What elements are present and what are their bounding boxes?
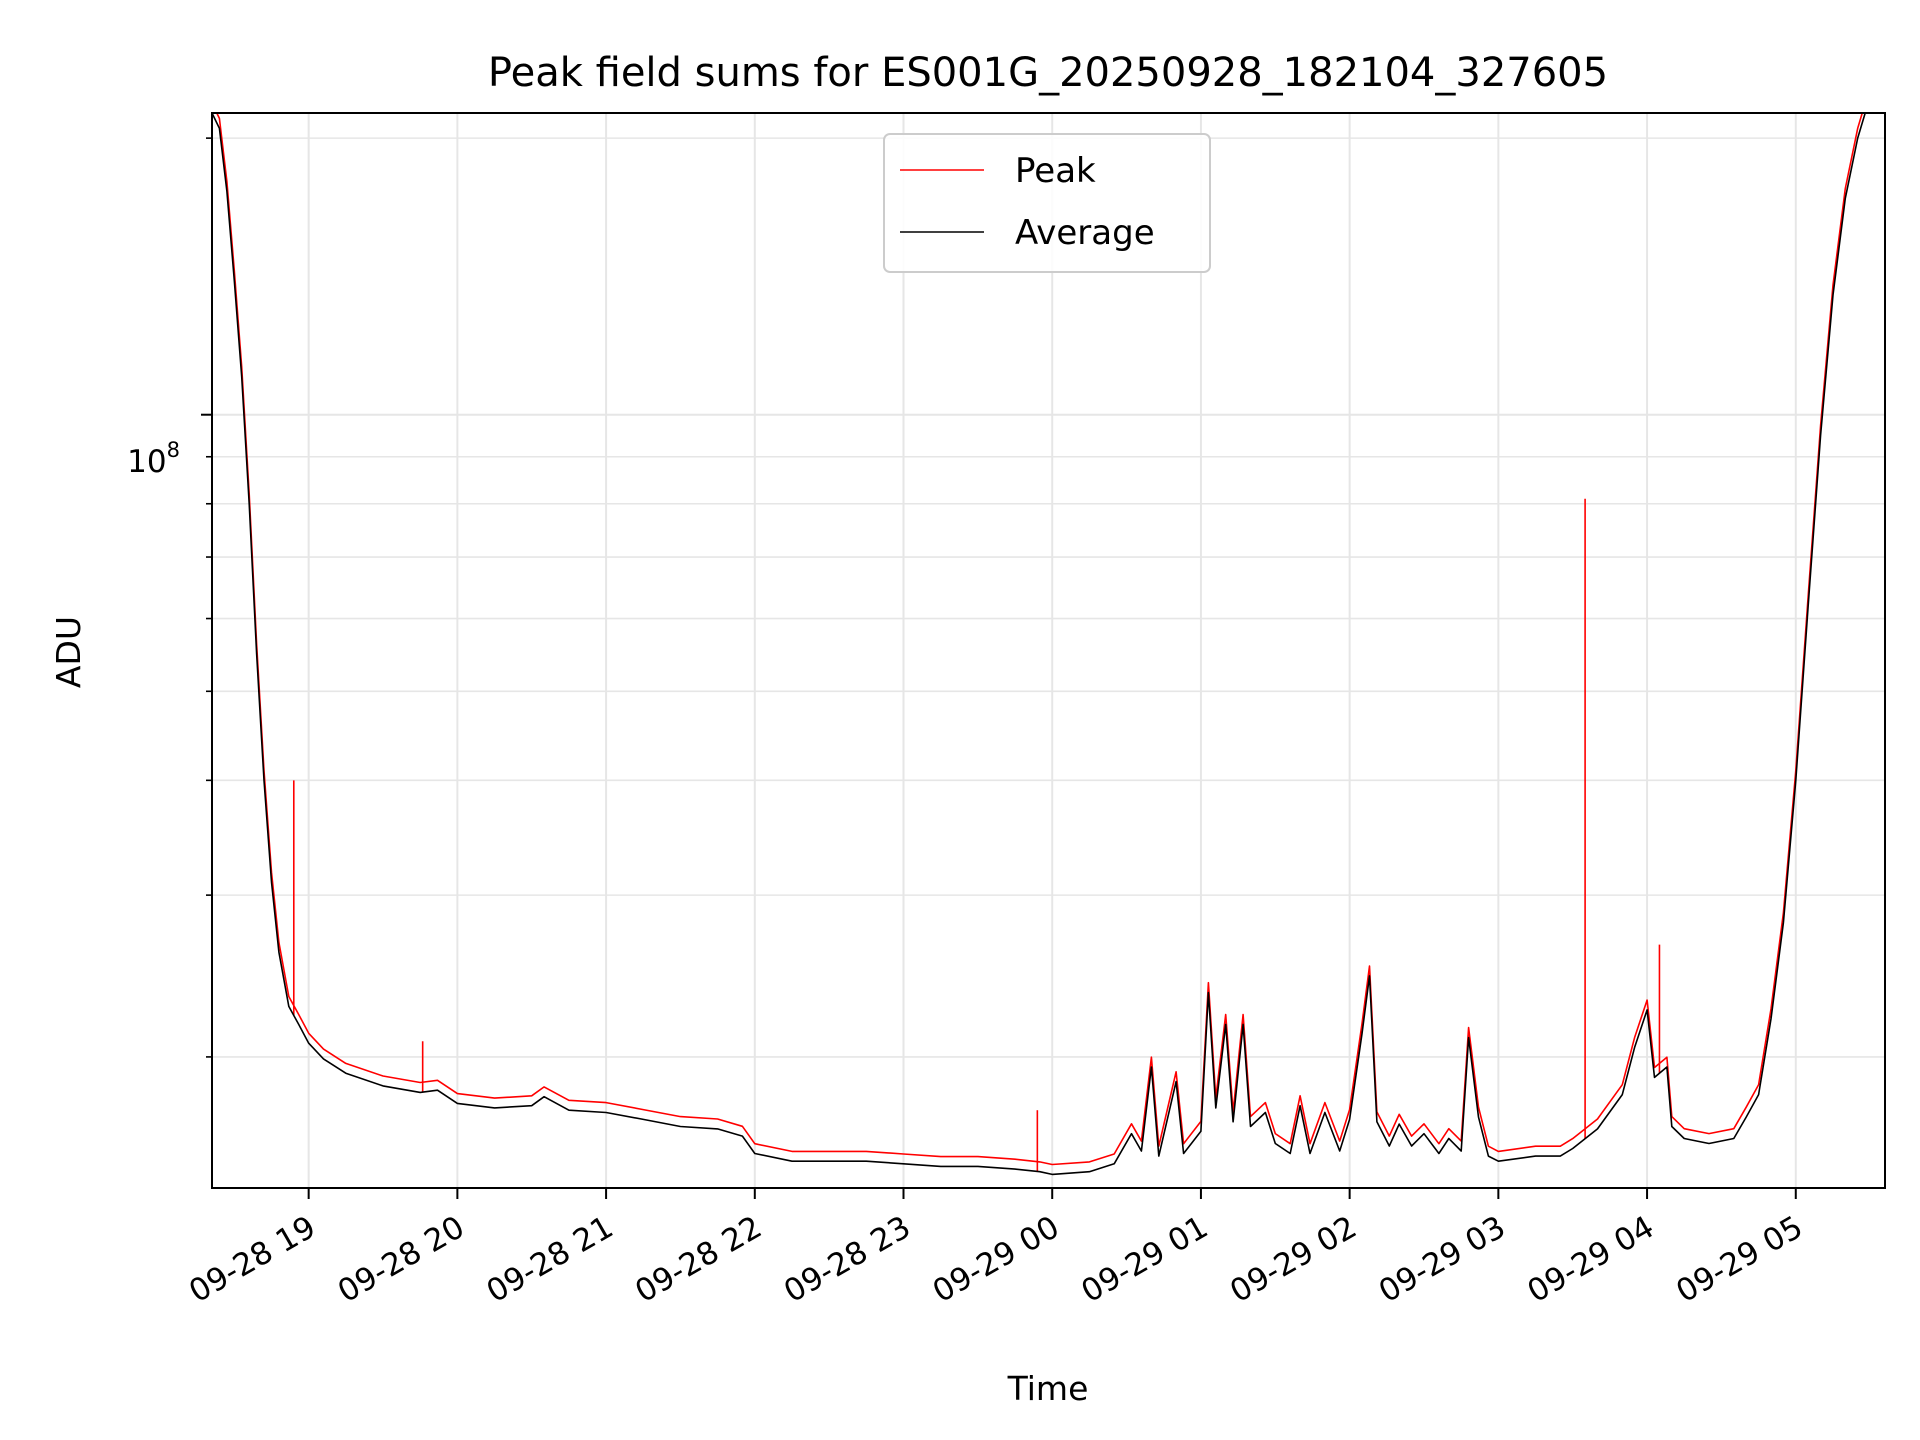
chart-title: Peak field sums for ES001G_20250928_1821… — [488, 50, 1608, 96]
x-axis-label: Time — [1007, 1369, 1089, 1408]
legend-label-peak: Peak — [1015, 151, 1096, 191]
y-axis-ticks: 108 — [127, 137, 212, 1058]
y-axis-label: ADU — [49, 616, 88, 688]
legend-label-average: Average — [1015, 213, 1155, 253]
legend: Peak Average — [883, 133, 1211, 273]
legend-box — [883, 133, 1211, 273]
plot-frame — [211, 112, 1886, 1189]
y-tick-label-base: 108 — [127, 438, 180, 480]
y-tick-exponent: 8 — [167, 438, 180, 462]
series-average-line — [212, 113, 1866, 1176]
plot-lines — [212, 113, 1866, 1176]
y-tick-base: 10 — [127, 444, 166, 480]
gridlines — [212, 113, 1885, 1188]
series-peak-line — [215, 113, 1864, 1166]
